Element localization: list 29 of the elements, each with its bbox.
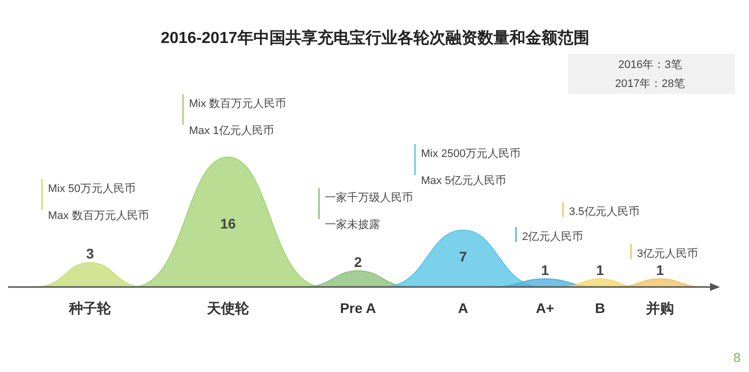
- category-label: 种子轮: [68, 300, 112, 316]
- text: 一家千万级人民币: [325, 191, 413, 204]
- text: 3亿元人民币: [637, 247, 698, 260]
- category-label: 并购: [645, 300, 674, 316]
- data-label: 1: [541, 262, 550, 278]
- text: 3.5亿元人民币: [569, 205, 640, 218]
- data-label: 1: [656, 262, 664, 278]
- text: Mix 2500万元人民币: [421, 147, 521, 160]
- category-label: B: [594, 300, 606, 316]
- data-label: 16: [220, 216, 236, 232]
- text: 2017年：28笔: [615, 78, 685, 90]
- text: Mix 数百万元人民币: [189, 97, 286, 110]
- category-label: 天使轮: [206, 300, 250, 316]
- text: 8: [733, 350, 741, 365]
- data-label: 7: [459, 248, 468, 264]
- text: 2亿元人民币: [522, 230, 584, 243]
- text: 一家未披露: [325, 218, 380, 231]
- data-label: 2: [354, 254, 362, 270]
- data-label: 3: [86, 246, 94, 262]
- text: Max 5亿元人民币: [421, 174, 506, 187]
- text: Mix 50万元人民币: [48, 182, 136, 195]
- category-label: Pre A: [340, 300, 376, 316]
- text: 2016年：3笔: [618, 59, 682, 71]
- text: Max 1亿元人民币: [189, 124, 274, 137]
- category-label: A+: [536, 300, 554, 316]
- data-label: 1: [596, 262, 604, 278]
- text: 2016-2017年中国共享充电宝行业各轮次融资数量和金额范围: [160, 28, 590, 47]
- text: Max 数百万元人民币: [48, 209, 149, 222]
- category-label: A: [458, 300, 468, 316]
